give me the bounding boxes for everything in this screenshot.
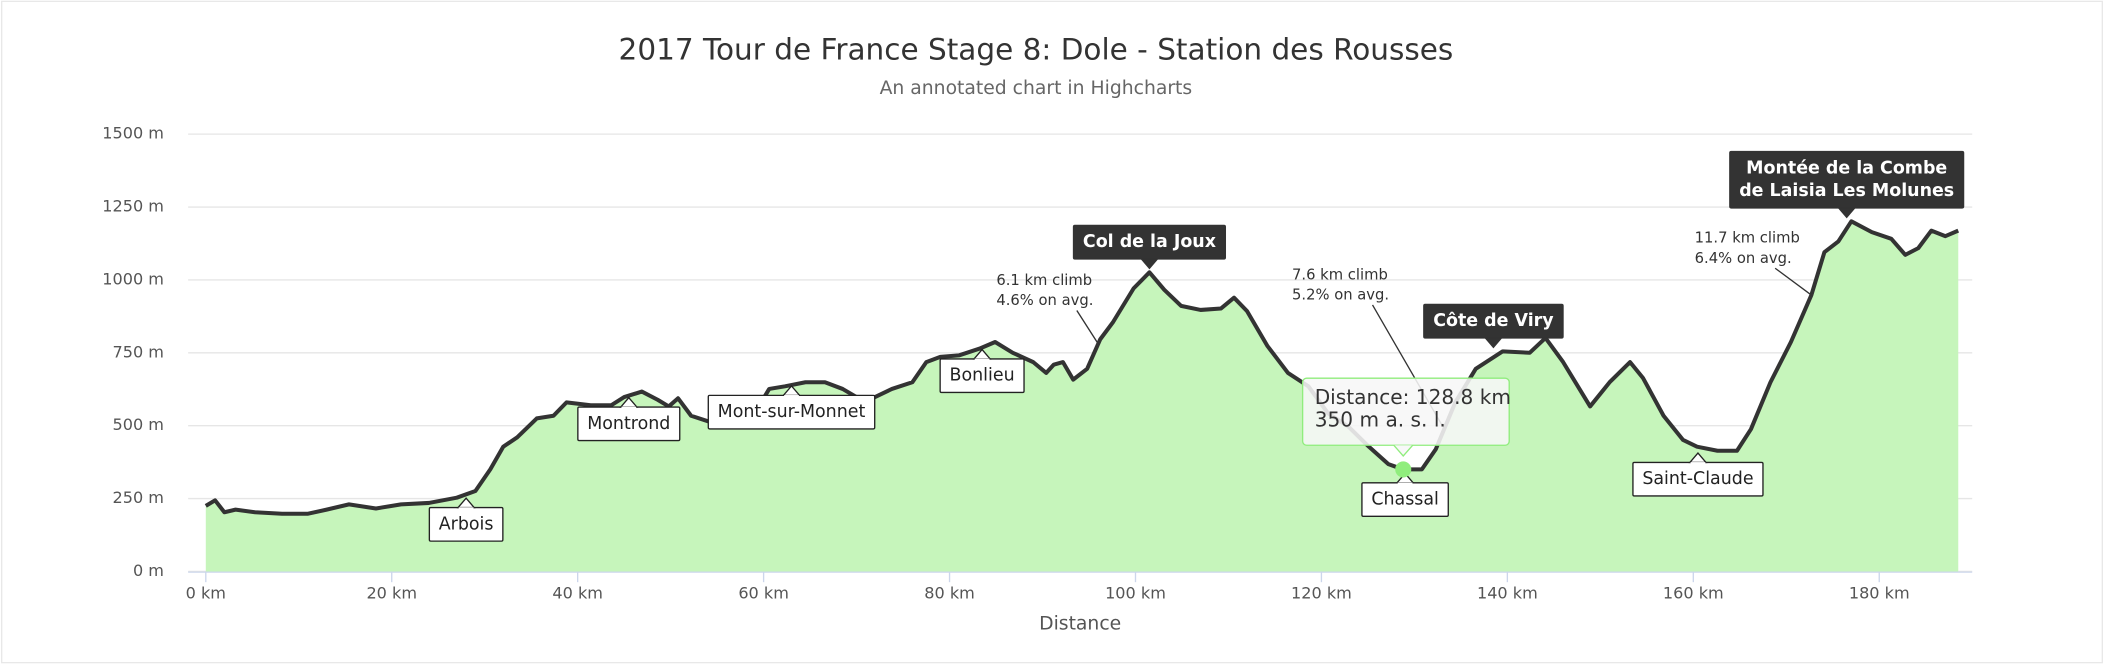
climb-label: 6.4% on avg. <box>1695 250 1792 267</box>
tooltip-text: 350 m a. s. l. <box>1315 408 1446 432</box>
x-tick-label: 160 km <box>1663 584 1724 603</box>
x-tick-label: 120 km <box>1291 584 1352 603</box>
chart-subtitle: An annotated chart in Highcharts <box>880 78 1193 99</box>
annotation-label: Côte de Viry <box>1433 311 1554 331</box>
annotation-label: Saint-Claude <box>1642 469 1753 489</box>
climb-label: 11.7 km climb <box>1695 230 1800 247</box>
hover-marker <box>1395 461 1412 478</box>
place-annotation: Mont-sur-Monnet <box>707 384 876 430</box>
place-annotation: Col de la Joux <box>1072 224 1227 270</box>
place-annotation: Montrond <box>577 396 681 442</box>
x-tick-label: 180 km <box>1849 584 1910 603</box>
chart-title: 2017 Tour de France Stage 8: Dole - Stat… <box>619 32 1454 66</box>
annotation-label: Arbois <box>439 514 494 534</box>
place-annotation: Côte de Viry <box>1423 303 1564 349</box>
x-tick-label: 0 km <box>186 584 226 603</box>
annotation-label: Col de la Joux <box>1083 232 1216 252</box>
tooltip-pointer <box>1393 444 1414 458</box>
annotation-label: Chassal <box>1371 490 1439 510</box>
place-annotation: Bonlieu <box>939 348 1025 394</box>
annotation-label: Mont-sur-Monnet <box>718 402 866 422</box>
annotation-label: Montée de la Combe <box>1746 158 1947 178</box>
y-tick-label: 500 m <box>113 415 164 434</box>
climb-label: 5.2% on avg. <box>1292 287 1389 304</box>
annotation-pointer <box>1483 337 1503 349</box>
annotation-label: de Laisia Les Molunes <box>1739 181 1954 201</box>
x-tick-label: 140 km <box>1477 584 1538 603</box>
x-tick-label: 80 km <box>924 584 975 603</box>
place-annotation: Montée de la Combe de Laisia Les Molunes <box>1729 150 1965 219</box>
climb-connector <box>1076 310 1099 345</box>
annotation-pointer <box>1837 207 1857 219</box>
area-fill <box>205 221 1959 572</box>
y-tick-label: 0 m <box>133 561 164 580</box>
area-line <box>204 219 1960 516</box>
y-tick-label: 1000 m <box>102 269 164 288</box>
y-tick-label: 750 m <box>113 342 164 361</box>
annotation-pointer <box>1139 258 1159 270</box>
annotation-label: Bonlieu <box>950 366 1015 386</box>
y-tick-label: 1250 m <box>102 197 164 216</box>
x-axis-title: Distance <box>1039 613 1121 634</box>
annotation-label: Montrond <box>587 414 670 434</box>
y-tick-label: 250 m <box>113 488 164 507</box>
climb-label: 6.1 km climb <box>996 272 1092 289</box>
x-tick-label: 40 km <box>552 584 603 603</box>
y-tick-label: 1500 m <box>102 124 164 143</box>
x-tick-label: 100 km <box>1105 584 1166 603</box>
tooltip-text: Distance: 128.8 km <box>1315 385 1511 409</box>
place-annotation: Chassal <box>1361 472 1449 518</box>
climb-label: 4.6% on avg. <box>996 292 1093 309</box>
place-annotation: Saint-Claude <box>1632 451 1764 497</box>
climb-connector <box>1774 267 1812 296</box>
place-annotation: Arbois <box>428 497 504 542</box>
climb-label: 7.6 km climb <box>1292 266 1388 283</box>
x-tick-label: 20 km <box>366 584 417 603</box>
x-tick-label: 60 km <box>738 584 789 603</box>
